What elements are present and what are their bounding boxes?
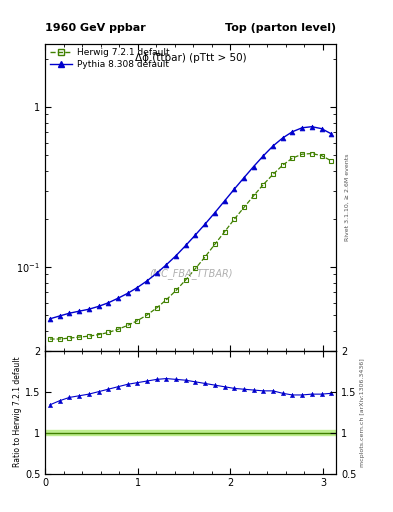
Text: Δϕ (t̅tbar) (pTtt > 50): Δϕ (t̅tbar) (pTtt > 50) (135, 53, 246, 63)
Text: (MC_FBA_TTBAR): (MC_FBA_TTBAR) (149, 268, 232, 280)
Y-axis label: Ratio to Herwig 7.2.1 default: Ratio to Herwig 7.2.1 default (13, 357, 22, 467)
Y-axis label: mcplots.cern.ch [arXiv:1306.3436]: mcplots.cern.ch [arXiv:1306.3436] (360, 358, 365, 466)
Legend: Herwig 7.2.1 default, Pythia 8.308 default: Herwig 7.2.1 default, Pythia 8.308 defau… (50, 48, 169, 69)
Y-axis label: Rivet 3.1.10, ≥ 2.6M events: Rivet 3.1.10, ≥ 2.6M events (345, 154, 350, 241)
Text: 1960 GeV ppbar: 1960 GeV ppbar (45, 23, 146, 33)
Text: Top (parton level): Top (parton level) (225, 23, 336, 33)
